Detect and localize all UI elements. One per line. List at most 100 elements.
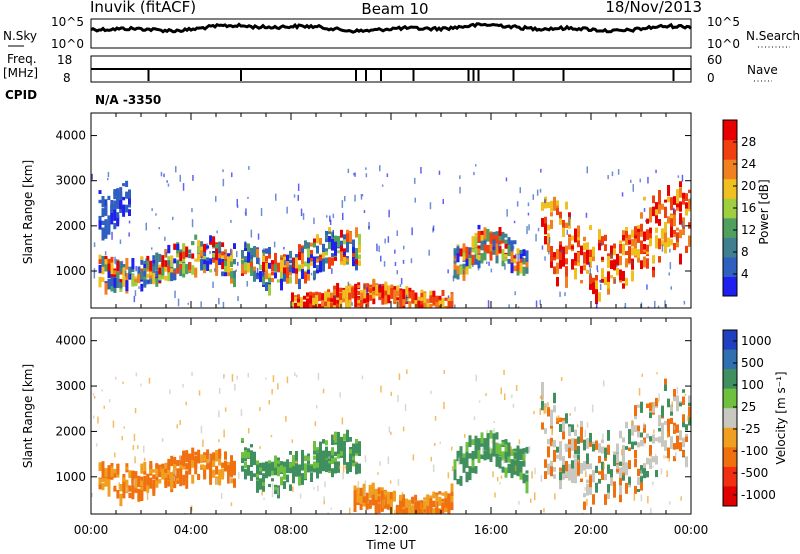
heatmap-cell — [291, 301, 294, 308]
heatmap-cell — [495, 450, 499, 462]
heatmap-speck — [214, 268, 216, 272]
heatmap-speck — [486, 429, 488, 434]
heatmap-cell — [465, 451, 469, 461]
heatmap-cell — [146, 260, 150, 269]
heatmap-cell — [601, 439, 604, 444]
heatmap-cell — [583, 461, 586, 471]
heatmap-cell — [477, 438, 481, 450]
heatmap-speck — [364, 488, 366, 497]
heatmap-speck — [236, 205, 239, 208]
heatmap-cell — [565, 461, 568, 472]
heatmap-speck — [514, 291, 516, 296]
heatmap-cell — [438, 300, 442, 308]
heatmap-cell — [343, 433, 346, 441]
heatmap-cell — [328, 257, 331, 269]
heatmap-cell — [340, 446, 343, 456]
heatmap-speck — [389, 480, 392, 484]
heatmap-cell — [146, 473, 150, 485]
heatmap-cell — [221, 271, 225, 277]
heatmap-cell — [525, 250, 529, 262]
heatmap-cell — [298, 278, 301, 290]
heatmap-cell — [304, 240, 307, 248]
heatmap-speck — [647, 495, 649, 504]
heatmap-cell — [98, 276, 102, 288]
heatmap-cell — [480, 432, 484, 444]
heatmap-cell — [649, 207, 652, 218]
heatmap-cell — [230, 268, 233, 279]
heatmap-cell — [607, 466, 610, 470]
heatmap-cell — [340, 229, 343, 238]
heatmap-speck — [293, 259, 295, 267]
heatmap-speck — [115, 376, 117, 380]
heatmap-cell — [98, 462, 102, 472]
heatmap-cell — [337, 235, 340, 248]
heatmap-cell — [131, 473, 135, 484]
heatmap-cell — [574, 268, 577, 280]
heatmap-cell — [328, 235, 331, 247]
heatmap-cell — [343, 441, 346, 447]
heatmap-cell — [340, 245, 343, 256]
heatmap-cell — [215, 260, 219, 272]
heatmap-cell — [244, 450, 247, 459]
heatmap-cell — [104, 219, 108, 229]
heatmap-cell — [462, 269, 466, 281]
heatmap-cell — [408, 287, 412, 292]
heatmap-cell — [143, 260, 147, 264]
heatmap-speck — [384, 238, 386, 244]
heatmap-cell — [173, 258, 177, 264]
heatmap-cell — [613, 249, 616, 256]
heatmap-cell — [646, 403, 649, 408]
heatmap-cell — [363, 289, 367, 299]
heatmap-cell — [233, 465, 236, 476]
heatmap-cell — [230, 478, 233, 484]
heatmap-cell — [188, 463, 192, 475]
heatmap-cell — [256, 464, 259, 468]
heatmap-speck — [323, 496, 325, 502]
heatmap-speck — [271, 389, 273, 395]
heatmap-speck — [600, 242, 603, 247]
heatmap-cell — [571, 245, 574, 250]
heatmap-cell — [131, 487, 135, 500]
heatmap-cell — [547, 242, 550, 252]
heatmap-speck — [297, 183, 300, 191]
heatmap-cell — [643, 464, 646, 477]
heatmap-cell — [634, 416, 637, 420]
heatmap-cell — [230, 460, 233, 470]
heatmap-speck — [292, 486, 294, 492]
heatmap-cell — [215, 248, 219, 261]
heatmap-cell — [574, 228, 577, 239]
heatmap-cell — [274, 463, 277, 470]
heatmap-cell — [313, 238, 316, 246]
heatmap-cell — [185, 470, 189, 477]
heatmap-cell — [562, 220, 565, 228]
heatmap-cell — [331, 257, 334, 266]
heatmap-speck — [513, 220, 516, 224]
heatmap-speck — [132, 445, 135, 450]
heatmap-cell — [664, 440, 667, 451]
heatmap-speck — [299, 493, 302, 499]
heatmap-cell — [559, 241, 562, 252]
heatmap-cell — [586, 442, 589, 447]
heatmap-cell — [646, 433, 649, 439]
heatmap-speck — [247, 372, 249, 378]
heatmap-speck — [438, 170, 441, 175]
heatmap-cell — [598, 455, 601, 464]
heatmap-cell — [101, 483, 105, 491]
heatmap-cell — [607, 282, 610, 295]
heatmap-speck — [477, 268, 480, 271]
heatmap-cell — [375, 284, 379, 295]
heatmap-cell — [553, 257, 556, 261]
heatmap-cell — [655, 202, 658, 210]
heatmap-cell — [465, 442, 469, 454]
heatmap-speck — [176, 424, 178, 429]
heatmap-cell — [420, 293, 424, 298]
heatmap-cell — [359, 487, 363, 498]
heatmap-speck — [599, 279, 601, 283]
heatmap-cell — [474, 466, 478, 474]
colorbar-swatch — [723, 198, 737, 219]
heatmap-cell — [652, 270, 655, 278]
heatmap-speck — [481, 447, 484, 456]
heatmap-cell — [221, 253, 225, 259]
heatmap-cell — [363, 294, 367, 304]
heatmap-speck — [443, 401, 445, 410]
